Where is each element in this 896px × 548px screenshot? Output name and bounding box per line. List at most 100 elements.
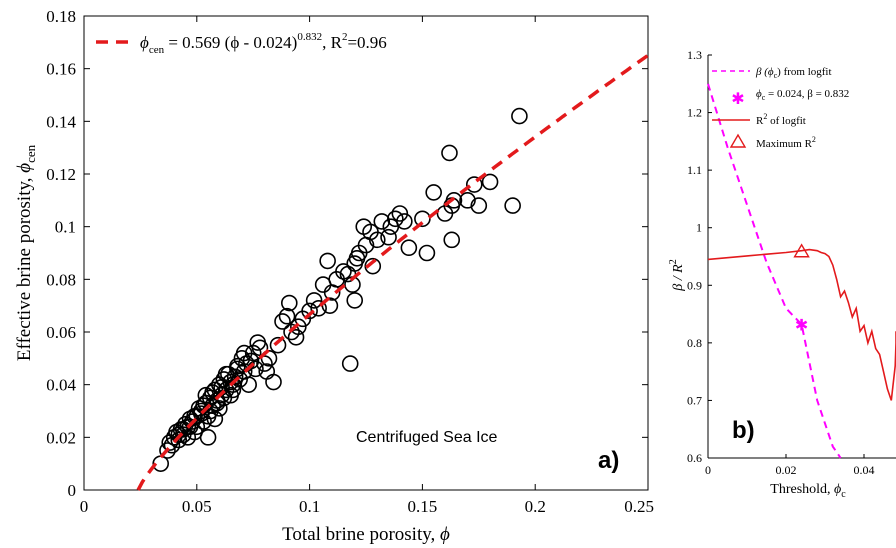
panel-a-x-tick-label: 0.15: [408, 497, 438, 516]
panel-b-y-tick-label: 1: [696, 221, 702, 235]
panel-a-data-point: [197, 386, 215, 404]
panel-b-y-ticks: 0.6 0.7 0.8 0.9 1 1.1 1.2 1.3: [687, 48, 712, 465]
panel-a-data-point: [465, 176, 483, 193]
panel-a: 0 0.02 0.04 0.06 0.08 0.1 0.12 0.14 0.16 0.18 0 0.…: [14, 7, 654, 545]
panel-b-legend-max-text: Maximum R2: [756, 135, 816, 150]
panel-a-data-point: [418, 244, 436, 262]
panel-b-y-tick-label: 0.6: [687, 451, 702, 465]
panel-a-data-point: [217, 365, 235, 383]
panel-b-y-tick-label: 1.3: [687, 48, 702, 62]
panel-a-x-tick-label: 0.1: [299, 497, 320, 516]
panel-a-data-point: [274, 313, 291, 330]
panel-a-y-tick-label: 0.02: [46, 428, 76, 447]
panel-a-x-tick-label: 0.25: [624, 497, 654, 516]
panel-a-data-point: [380, 228, 397, 246]
panel-b-y-tick-label: 0.8: [687, 336, 702, 350]
panel-a-x-ticks: 0 0.05 0.1 0.15 0.2 0.25: [80, 16, 654, 516]
panel-a-data-point: [511, 107, 528, 125]
panel-b: 0.6 0.7 0.8 0.9 1 1.1 1.2 1.3 0 0.02 0.04 ✱ β (ϕc…: [668, 48, 896, 500]
panel-a-data-point: [470, 197, 488, 214]
panel-a-y-tick-label: 0.12: [46, 165, 76, 184]
panel-a-data-point: [310, 299, 327, 317]
panel-a-y-tick-label: 0.08: [46, 270, 76, 289]
panel-a-plot-frame: [83, 15, 649, 491]
panel-a-data-point: [249, 334, 267, 351]
panel-a-data-point: [335, 263, 352, 280]
panel-b-triangle-point: [793, 243, 810, 258]
panel-a-data-point: [445, 192, 463, 209]
panel-a-x-axis-label: Total brine porosity, ϕ: [282, 524, 450, 545]
panel-a-data-point: [459, 192, 476, 209]
panel-a-data-point: [159, 442, 176, 459]
panel-a-data-point: [441, 144, 458, 162]
panel-a-y-axis-label: Effective brine porosity, ϕcen: [14, 144, 38, 361]
panel-b-legend: β (ϕc) from logfit ✱ ϕc = 0.024, β = 0.8…: [712, 66, 849, 150]
panel-a-data-point: [400, 239, 418, 257]
panel-a-data-point: [226, 368, 244, 386]
panel-b-legend-triangle-icon: [729, 133, 747, 148]
panel-b-x-axis-label: Threshold, ϕc: [770, 482, 846, 500]
panel-a-data-point: [222, 373, 239, 391]
panel-a-data-point: [341, 355, 359, 372]
panel-b-x-tick-label: 0: [705, 463, 711, 477]
panel-b-legend-beta-text: β (ϕc) from logfit: [755, 66, 832, 80]
panel-b-y-tick-label: 1.1: [687, 163, 702, 177]
panel-a-x-tick-label: 0.2: [525, 497, 546, 516]
panel-a-data-point: [391, 205, 409, 222]
panel-a-data-points: [152, 107, 528, 472]
panel-a-data-point: [396, 213, 413, 230]
panel-b-label: b): [732, 417, 755, 444]
panel-b-y-axis-label: β / R2: [668, 259, 686, 291]
panel-a-data-point: [290, 318, 307, 336]
panel-a-x-tick-label: 0: [80, 497, 89, 516]
panel-a-annotation: Centrifuged Sea Ice: [356, 429, 498, 446]
panel-b-y-tick-label: 0.9: [687, 278, 702, 292]
panel-b-beta-line: [707, 83, 842, 459]
panel-b-x-tick-label: 0.02: [776, 463, 797, 477]
panel-a-label: a): [598, 447, 619, 474]
panel-a-legend-text: ϕcen = 0.569 (ϕ - 0.024)0.832, R2=0.96: [140, 31, 387, 56]
panel-a-data-point: [301, 302, 318, 320]
panel-b-x-ticks: 0 0.02 0.04: [705, 454, 875, 477]
panel-b-legend-point-text: ϕc = 0.024, β = 0.832: [756, 88, 849, 102]
panel-a-data-point: [269, 336, 287, 354]
panel-a-data-point: [199, 429, 217, 446]
panel-a-data-point: [204, 384, 221, 401]
panel-a-y-tick-label: 0.14: [46, 112, 76, 131]
panel-a-x-tick-label: 0.05: [182, 497, 212, 516]
panel-a-y-tick-label: 0.04: [46, 376, 76, 395]
panel-a-y-tick-label: 0.16: [46, 60, 76, 79]
panel-a-data-point: [504, 197, 521, 214]
panel-b-y-tick-label: 1.2: [687, 106, 702, 120]
panel-b-r2-line: [707, 248, 896, 401]
panel-a-data-point: [240, 376, 257, 393]
panel-a-data-point: [242, 352, 260, 370]
panel-a-y-tick-label: 0: [68, 481, 77, 500]
panel-b-legend-asterisk-icon: ✱: [731, 91, 744, 108]
panel-a-y-tick-label: 0.1: [55, 218, 76, 237]
panel-a-data-point: [319, 252, 336, 270]
panel-a-data-point: [481, 173, 499, 191]
panel-a-data-point: [425, 184, 442, 201]
panel-a-data-point: [373, 213, 391, 230]
panel-a-data-point: [278, 307, 296, 325]
panel-a-data-point: [265, 373, 282, 391]
panel-a-y-ticks: 0 0.02 0.04 0.06 0.08 0.1 0.12 0.14 0.16 0.18: [46, 7, 648, 500]
panel-a-y-tick-label: 0.18: [46, 7, 76, 26]
panel-a-data-point: [280, 294, 298, 312]
panel-a-legend: ϕcen = 0.569 (ϕ - 0.024)0.832, R2=0.96: [96, 31, 387, 56]
panel-b-asterisk-point: ✱: [795, 317, 808, 334]
panel-a-data-point: [387, 210, 404, 228]
panel-b-points: ✱: [793, 243, 810, 334]
panel-a-data-point: [186, 407, 203, 425]
panel-b-legend-r2-text: R2 of logfit: [756, 112, 806, 127]
panel-a-data-point: [287, 328, 305, 346]
panel-a-data-point: [368, 231, 386, 249]
panel-a-data-point: [305, 292, 323, 309]
panel-a-y-tick-label: 0.06: [46, 323, 76, 342]
panel-a-data-point: [346, 292, 364, 309]
panel-b-x-tick-label: 0.04: [854, 463, 875, 477]
panel-a-data-point: [258, 363, 276, 380]
panel-a-data-point: [443, 231, 461, 249]
